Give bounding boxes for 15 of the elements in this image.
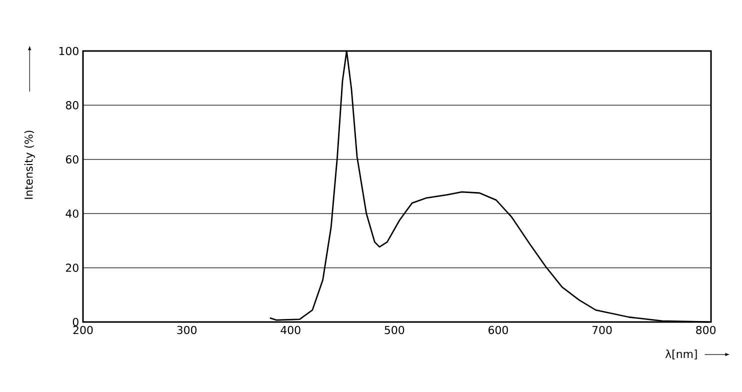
x-tick-label: 800 <box>696 326 716 334</box>
y-axis-title: Intensity (%) <box>24 130 35 199</box>
y-tick-label: 0 <box>72 318 78 326</box>
y-tick-label: 80 <box>66 101 78 110</box>
x-tick-label: 500 <box>384 326 404 334</box>
x-tick-label: 300 <box>177 326 197 334</box>
y-tick-label: 60 <box>66 155 78 164</box>
y-tick-label: 100 <box>59 46 78 56</box>
x-axis-title: λ[nm] <box>665 350 697 360</box>
x-tick-label: 400 <box>280 326 300 334</box>
y-tick-label: 20 <box>66 264 78 272</box>
x-tick-label: 600 <box>488 326 508 334</box>
y-tick-label: 40 <box>66 209 78 218</box>
x-tick-label: 700 <box>592 326 612 334</box>
x-tick-label: 200 <box>73 326 93 334</box>
